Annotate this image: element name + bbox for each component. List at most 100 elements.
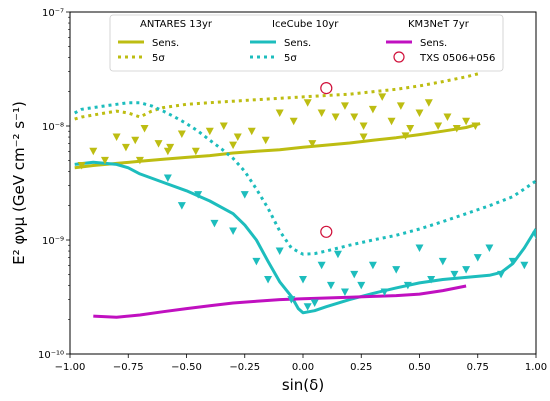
upper-limit-icecube-10yr <box>264 276 273 284</box>
x-tick-label: 0.25 <box>350 362 372 373</box>
upper-limit-icecube-10yr <box>415 244 424 253</box>
x-tick-label: 0.00 <box>292 362 314 373</box>
upper-limit-antares-13yr <box>471 122 480 130</box>
x-tick-label: −1.00 <box>55 362 86 373</box>
upper-limit-icecube-10yr <box>326 281 335 290</box>
upper-limit-antares-13yr <box>331 113 340 121</box>
legend-label-antares-13yr-sens: Sens. <box>152 38 179 49</box>
upper-limit-antares-13yr <box>378 93 387 101</box>
upper-limit-antares-13yr <box>166 143 175 152</box>
y-tick-label: 10⁻¹⁰ <box>38 350 64 361</box>
y-tick-label: 10⁻⁸ <box>42 122 64 133</box>
upper-limit-antares-13yr <box>317 109 326 118</box>
x-tick-label: 0.75 <box>467 362 489 373</box>
upper-limit-icecube-10yr <box>403 281 412 290</box>
upper-limit-antares-13yr <box>261 136 270 145</box>
upper-limit-icecube-10yr <box>340 288 349 296</box>
upper-limit-antares-13yr <box>443 113 452 121</box>
upper-limit-antares-13yr <box>387 117 396 126</box>
x-axis-label: sin(δ) <box>282 376 324 394</box>
legend-title-km3net-7yr: KM3NeT 7yr <box>408 19 470 30</box>
upper-limit-antares-13yr <box>229 141 238 150</box>
upper-limit-antares-13yr <box>424 99 433 107</box>
legend-box <box>109 14 504 72</box>
upper-limit-antares-13yr <box>406 125 415 133</box>
upper-limit-antares-13yr <box>131 136 140 145</box>
upper-limit-icecube-10yr <box>299 276 307 284</box>
upper-limit-icecube-10yr <box>194 191 203 199</box>
upper-limit-antares-13yr <box>401 132 410 140</box>
upper-limit-antares-13yr <box>205 127 214 136</box>
upper-limit-antares-13yr <box>308 140 317 148</box>
series-icecube-10yr-sens <box>74 160 536 315</box>
txs-0506-056-marker <box>320 82 333 95</box>
upper-limit-icecube-10yr <box>229 227 238 235</box>
upper-limit-icecube-10yr <box>210 219 219 228</box>
upper-limit-icecube-10yr <box>177 202 186 210</box>
upper-limit-icecube-10yr <box>317 261 326 270</box>
legend: ANTARES 13yr Sens. 5σ IceCube 10yr Sens. 5σ KM… <box>109 14 504 72</box>
legend-label-icecube-10yr-sens: Sens. <box>284 38 311 49</box>
x-tick-label: −0.25 <box>229 362 260 373</box>
ticks-layer: −1.00 −0.75 −0.50 −0.25 0.00 0.25 0.50 0.75 1.00… <box>38 8 547 373</box>
legend-label-icecube-10yr-5sigma: 5σ <box>284 53 297 64</box>
series-antares-13yr-5sigma <box>74 71 481 121</box>
upper-limit-icecube-10yr <box>275 247 284 256</box>
upper-limit-antares-13yr <box>154 140 163 148</box>
legend-label-km3net-7yr-sens: Sens. <box>420 38 447 49</box>
upper-limit-antares-13yr <box>121 143 130 152</box>
upper-limit-antares-13yr <box>350 113 359 121</box>
upper-limit-icecube-10yr <box>508 257 517 266</box>
upper-limit-icecube-10yr <box>333 250 342 259</box>
upper-limit-icecube-10yr <box>287 296 296 304</box>
legend-label-antares-13yr-5sigma: 5σ <box>152 53 165 64</box>
x-tick-label: 0.50 <box>408 362 430 373</box>
upper-limit-antares-13yr <box>359 122 368 130</box>
series-km3net-7yr-sens <box>93 284 467 319</box>
upper-limit-icecube-10yr <box>350 270 359 279</box>
legend-label-km3net-7yr-txs-0506-056: TXS 0506+056 <box>419 53 495 64</box>
upper-limit-antares-13yr <box>340 102 349 110</box>
upper-limit-icecube-10yr <box>462 266 471 274</box>
upper-limit-antares-13yr <box>368 105 377 114</box>
legend-swatch-txs <box>393 51 405 63</box>
x-tick-label: −0.50 <box>171 362 202 373</box>
upper-limit-icecube-10yr <box>485 244 494 253</box>
upper-limit-icecube-10yr <box>357 281 366 290</box>
x-tick-label: −0.75 <box>113 362 144 373</box>
upper-limit-antares-13yr <box>396 102 405 110</box>
series-antares-13yr-sens <box>74 122 481 170</box>
upper-limit-antares-13yr <box>415 109 424 118</box>
upper-limit-antares-13yr <box>112 133 121 142</box>
upper-limit-antares-13yr <box>135 156 144 165</box>
y-tick-label: 10⁻⁷ <box>42 8 64 19</box>
legend-title-icecube-10yr: IceCube 10yr <box>272 19 339 30</box>
upper-limit-icecube-10yr <box>392 266 401 274</box>
upper-limit-icecube-10yr <box>380 288 389 296</box>
upper-limit-antares-13yr <box>289 117 298 126</box>
upper-limit-antares-13yr <box>77 162 86 170</box>
upper-limit-antares-13yr <box>177 130 186 139</box>
marker-layer <box>77 82 536 311</box>
upper-limit-icecube-10yr <box>310 299 319 308</box>
upper-limit-icecube-10yr <box>427 276 436 284</box>
series-layer <box>73 71 536 319</box>
upper-limit-icecube-10yr <box>368 261 377 270</box>
x-tick-label: 1.00 <box>525 362 547 373</box>
txs-0506-056-marker <box>320 225 333 238</box>
upper-limit-antares-13yr <box>275 109 284 118</box>
upper-limit-icecube-10yr <box>450 270 459 279</box>
series-icecube-10yr-5sigma <box>73 101 536 256</box>
upper-limit-icecube-10yr <box>252 257 261 266</box>
upper-limit-icecube-10yr <box>532 231 536 240</box>
upper-limit-icecube-10yr <box>473 254 482 262</box>
upper-limit-antares-13yr <box>219 122 228 130</box>
y-tick-label: 10⁻⁹ <box>42 236 64 247</box>
upper-limit-antares-13yr <box>434 122 443 130</box>
legend-title-antares-13yr: ANTARES 13yr <box>140 19 213 30</box>
upper-limit-antares-13yr <box>89 147 98 156</box>
upper-limit-antares-13yr <box>233 133 242 142</box>
upper-limit-antares-13yr <box>303 99 312 107</box>
upper-limit-antares-13yr <box>140 125 149 133</box>
upper-limit-antares-13yr <box>247 127 256 136</box>
